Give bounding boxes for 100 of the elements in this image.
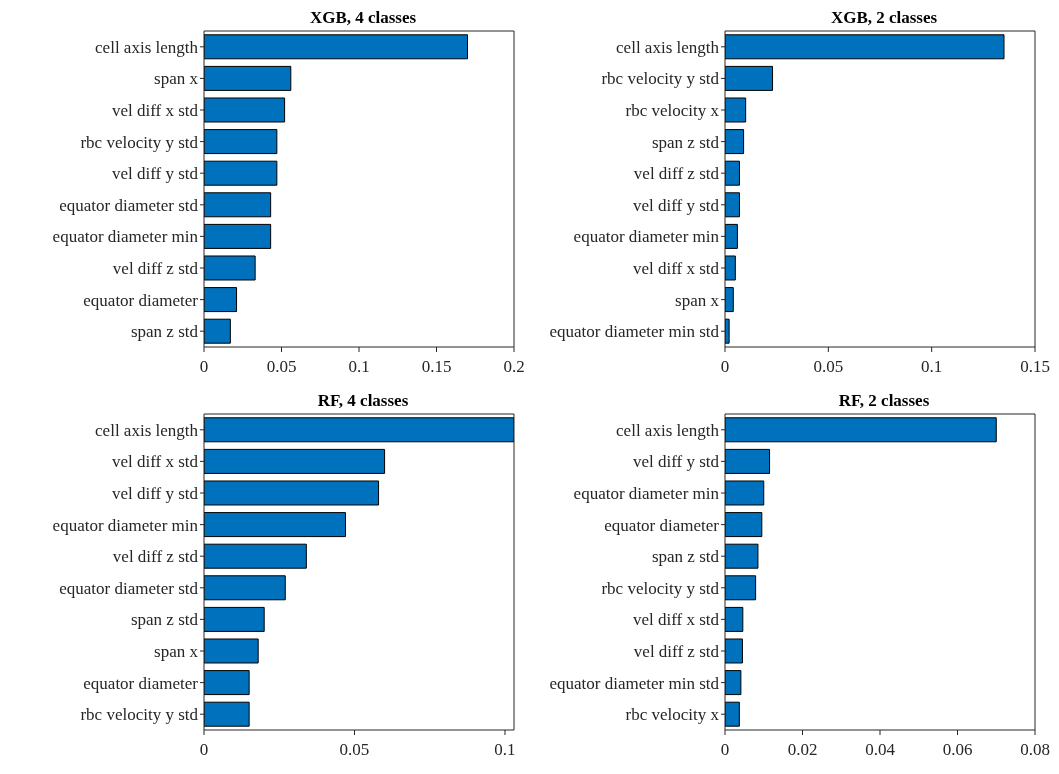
y-tick-label: span z std [651, 547, 720, 567]
x-tick-label: 0.02 [787, 740, 818, 760]
y-tick-label: span z std [651, 132, 720, 152]
bar [725, 638, 743, 664]
y-tick-label: equator diameter [83, 673, 199, 693]
bar [725, 448, 771, 474]
x-tick-label: 0.04 [865, 740, 896, 760]
y-tick-label: equator diameter std [59, 578, 199, 598]
y-tick-label: vel diff z std [633, 164, 720, 184]
x-tick-label: 0.05 [266, 357, 297, 377]
bar [725, 160, 740, 186]
bar [204, 65, 292, 91]
y-tick-label: cell axis length [95, 37, 199, 57]
y-tick-label: rbc velocity y std [601, 578, 720, 598]
y-tick-label: equator diameter std [59, 195, 199, 215]
y-tick-label: vel diff z std [112, 547, 199, 567]
bar [725, 34, 1005, 60]
bar [204, 638, 259, 664]
y-tick-label: vel diff z std [112, 259, 199, 279]
bar [204, 223, 272, 249]
x-tick-label: 0.1 [348, 357, 370, 377]
bar [725, 129, 745, 155]
bar [204, 160, 278, 186]
x-tick-label: 0 [720, 740, 730, 760]
bar [204, 701, 250, 727]
x-tick-label: 0.08 [1020, 740, 1050, 760]
y-tick-label: rbc velocity y std [80, 132, 199, 152]
bar [725, 480, 765, 506]
bar [204, 575, 286, 601]
bar [725, 670, 742, 696]
y-tick-label: vel diff x std [632, 610, 720, 630]
bar [725, 223, 738, 249]
bar [725, 606, 744, 632]
y-tick-label: equator diameter min std [549, 673, 720, 693]
bar [204, 543, 307, 569]
y-tick-label: vel diff x std [111, 101, 199, 121]
x-tick-label: 0.1 [921, 357, 943, 377]
bar [204, 129, 278, 155]
bar [725, 255, 736, 281]
y-tick-label: equator diameter [604, 515, 720, 535]
y-tick-label: vel diff z std [633, 642, 720, 662]
y-tick-label: rbc velocity x [625, 101, 720, 121]
chart-title: XGB, 2 classes [829, 8, 939, 28]
y-tick-label: cell axis length [95, 420, 199, 440]
y-tick-label: vel diff y std [632, 195, 720, 215]
y-tick-label: span x [675, 290, 720, 310]
bar [725, 97, 747, 123]
y-tick-label: cell axis length [616, 37, 720, 57]
x-tick-label: 0 [199, 740, 209, 760]
bar [204, 287, 238, 313]
y-tick-label: vel diff y std [111, 164, 199, 184]
x-tick-label: 0 [199, 357, 209, 377]
x-tick-label: 0.05 [339, 740, 370, 760]
y-tick-label: equator diameter min [573, 484, 720, 504]
y-tick-label: vel diff x std [632, 259, 720, 279]
y-tick-label: span z std [130, 610, 199, 630]
bar [204, 670, 250, 696]
bar [725, 287, 734, 313]
bar [725, 543, 759, 569]
y-tick-label: equator diameter min [52, 515, 199, 535]
y-tick-label: equator diameter min [573, 227, 720, 247]
x-tick-label: 0.06 [942, 740, 973, 760]
bar [725, 575, 757, 601]
y-tick-label: span x [154, 642, 199, 662]
y-tick-label: equator diameter min [52, 227, 199, 247]
x-tick-label: 0.1 [494, 740, 516, 760]
x-tick-label: 0 [720, 357, 730, 377]
y-tick-label: vel diff y std [111, 484, 199, 504]
bar [204, 480, 380, 506]
bar [204, 97, 286, 123]
chart-title: RF, 2 classes [837, 391, 931, 411]
bar [725, 512, 763, 538]
y-tick-label: equator diameter [83, 290, 199, 310]
chart-title: XGB, 4 classes [308, 8, 418, 28]
bar [204, 512, 346, 538]
x-tick-label: 0.15 [421, 357, 452, 377]
bar [204, 448, 386, 474]
bar [725, 701, 740, 727]
y-tick-label: rbc velocity x [625, 705, 720, 725]
bar [204, 192, 272, 218]
y-tick-label: vel diff y std [632, 452, 720, 472]
y-tick-label: vel diff x std [111, 452, 199, 472]
bar [725, 65, 774, 91]
bar [725, 417, 997, 443]
y-tick-label: rbc velocity y std [601, 69, 720, 89]
bar [204, 318, 231, 344]
y-tick-label: span z std [130, 322, 199, 342]
x-tick-label: 0.15 [1020, 357, 1050, 377]
chart-title: RF, 4 classes [316, 391, 410, 411]
x-tick-label: 0.05 [813, 357, 844, 377]
bar [725, 192, 740, 218]
y-tick-label: cell axis length [616, 420, 720, 440]
x-tick-label: 0.2 [503, 357, 525, 377]
bar [204, 417, 514, 443]
bar [204, 606, 265, 632]
bar [204, 255, 256, 281]
y-tick-label: span x [154, 69, 199, 89]
bar [204, 34, 468, 60]
y-tick-label: rbc velocity y std [80, 705, 199, 725]
y-tick-label: equator diameter min std [549, 322, 720, 342]
